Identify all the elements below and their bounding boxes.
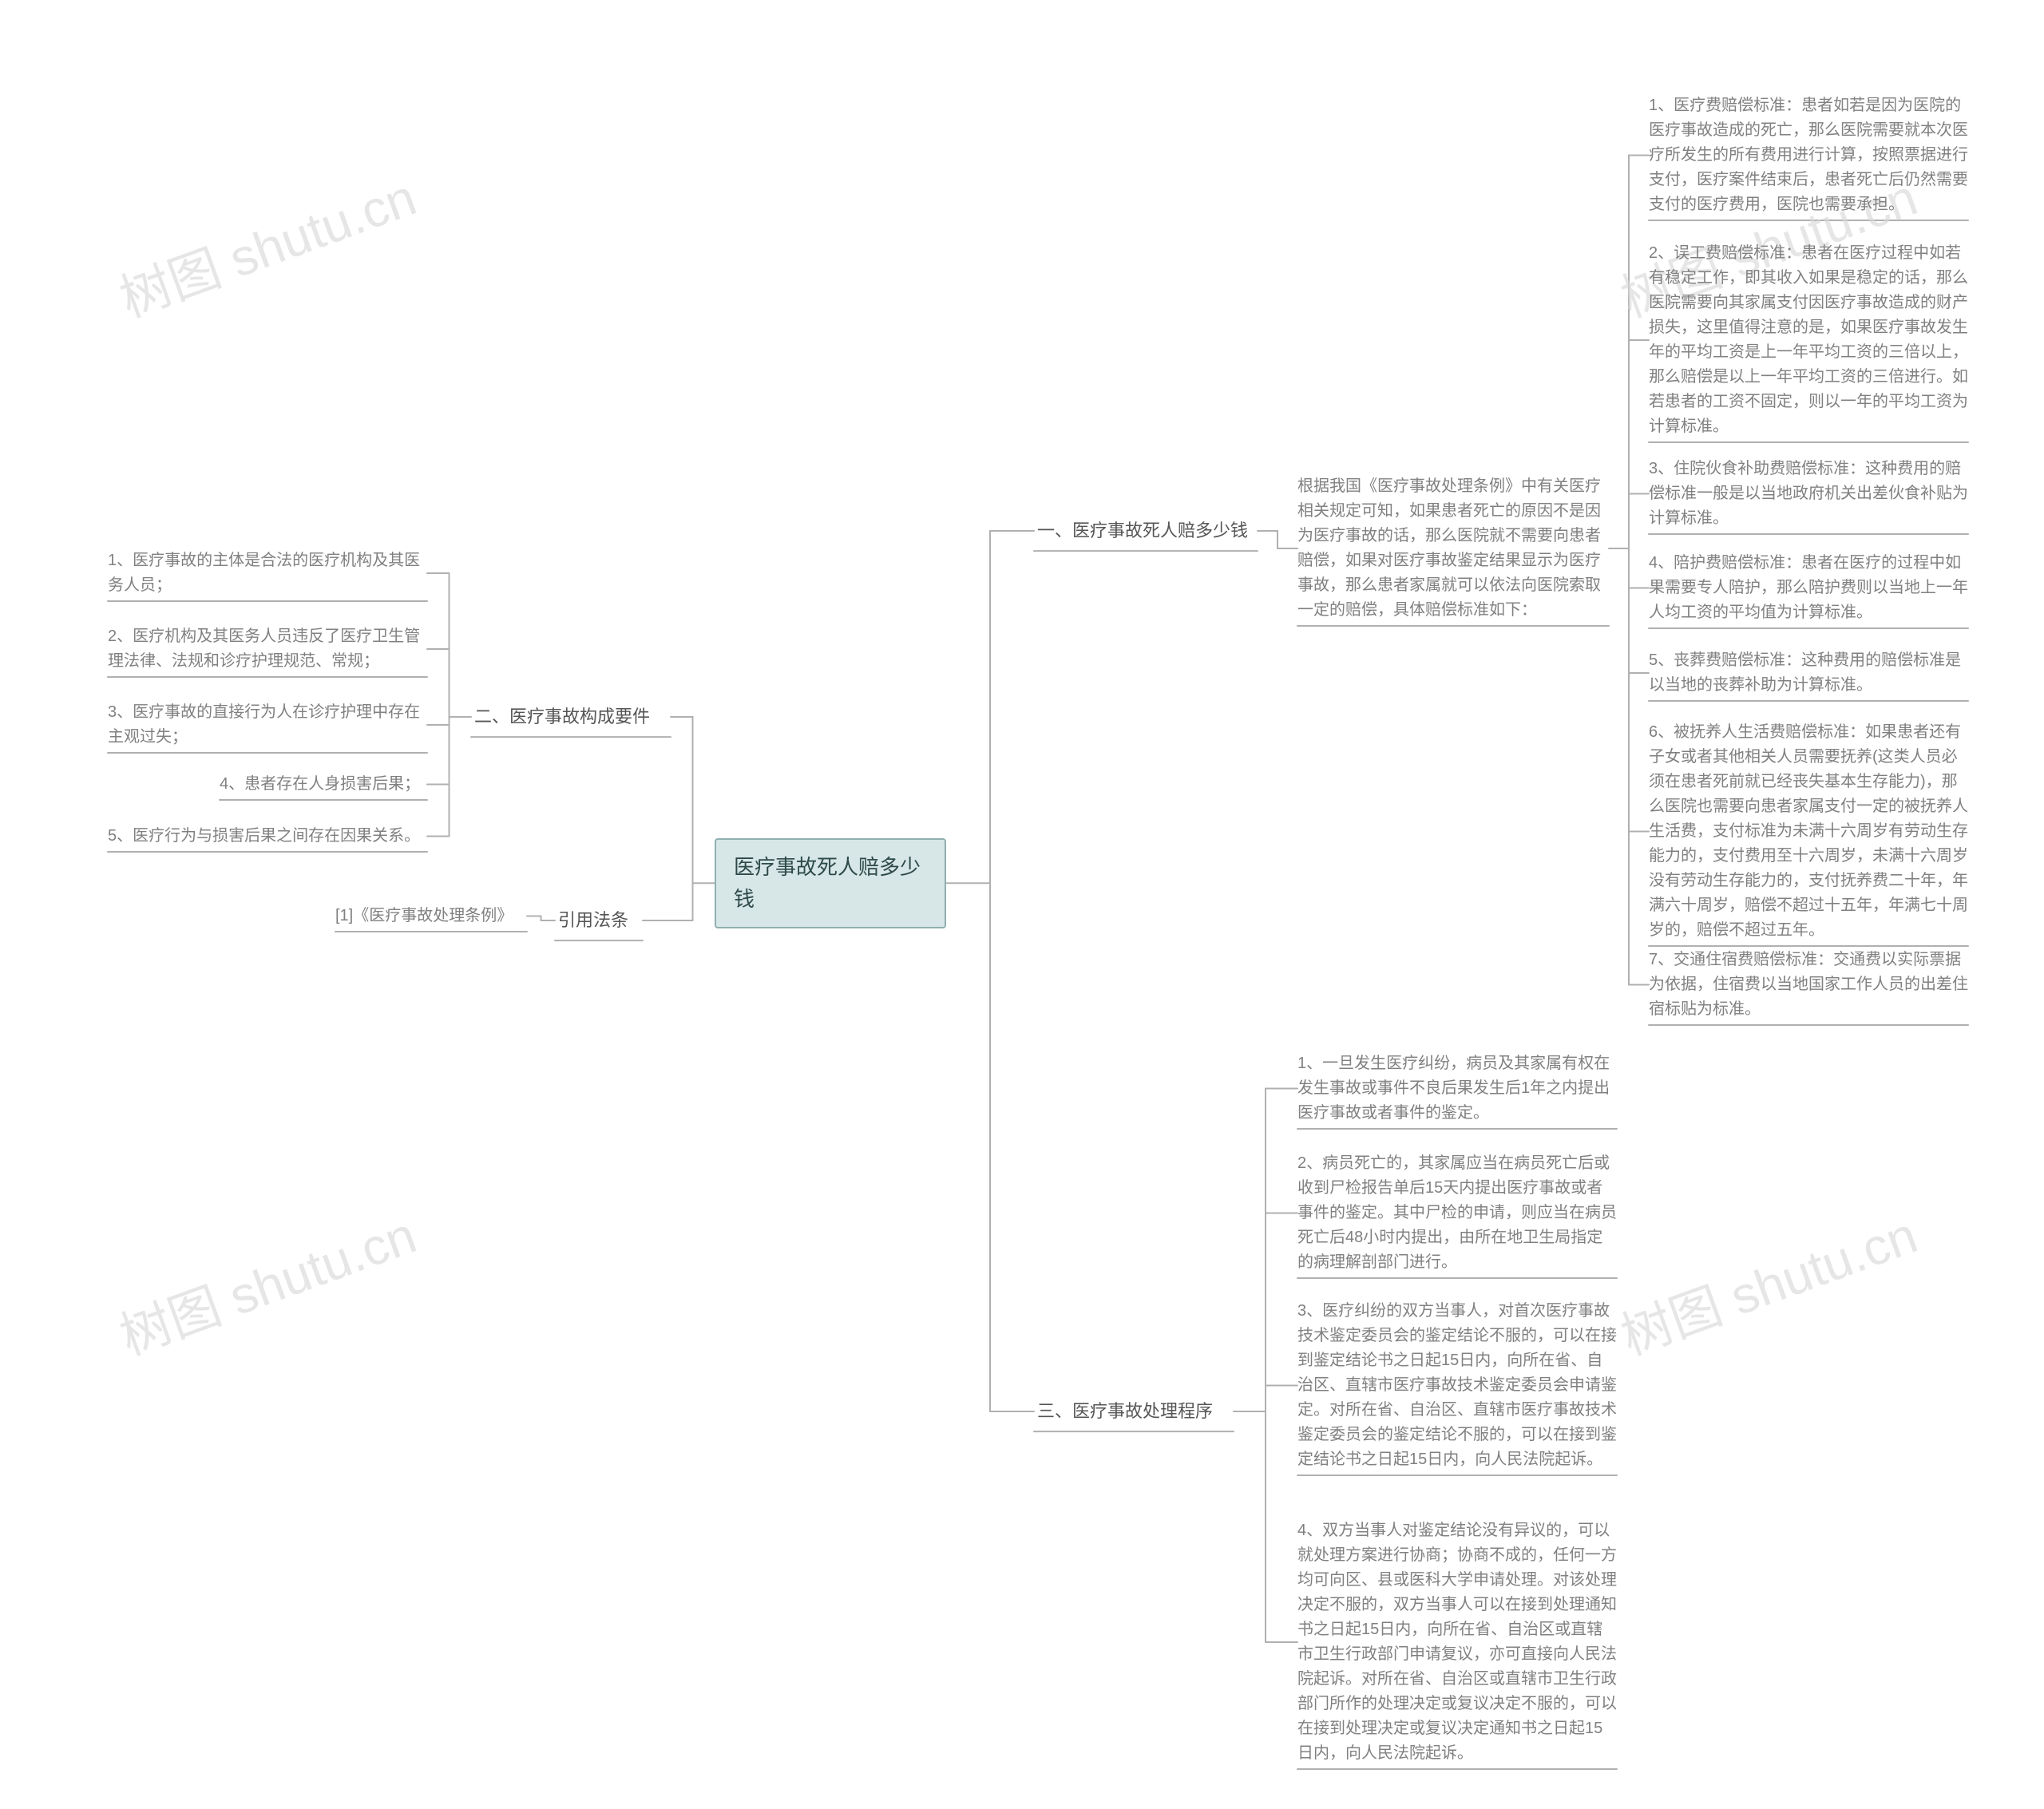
- leaf-lost-wage: 2、误工费赔偿标准：患者在医疗过程中如若有稳定工作，即其收入如果是稳定的话，那么…: [1649, 239, 1968, 441]
- leaf-elem-5: 5、医疗行为与损害后果之间存在因果关系。: [108, 822, 427, 850]
- leaf-proc-2: 2、病员死亡的，其家属应当在病员死亡后或收到尸检报告单后15天内提出医疗事故或者…: [1297, 1150, 1617, 1277]
- leaf-travel-fee: 7、交通住宿费赔偿标准：交通费以实际票据为依据，住宿费以当地国家工作人员的出差住…: [1649, 946, 1968, 1023]
- mindmap-canvas: 树图 shutu.cn 树图 shutu.cn 树图 shutu.cn 树图 s…: [0, 0, 2044, 1809]
- leaf-funeral-fee: 5、丧葬费赔偿标准：这种费用的赔偿标准是以当地的丧葬补助为计算标准。: [1649, 647, 1968, 699]
- leaf-proc-4: 4、双方当事人对鉴定结论没有异议的，可以就处理方案进行协商；协商不成的，任何一方…: [1297, 1517, 1617, 1767]
- leaf-dependent-fee: 6、被抚养人生活费赔偿标准：如果患者还有子女或者其他相关人员需要抚养(这类人员必…: [1649, 718, 1968, 944]
- branch-elements[interactable]: 二、医疗事故构成要件: [471, 699, 671, 735]
- leaf-elem-3: 3、医疗事故的直接行为人在诊疗护理中存在主观过失；: [108, 699, 427, 751]
- leaf-elem-4: 4、患者存在人身损害后果；: [220, 770, 427, 798]
- watermark: 树图 shutu.cn: [109, 1194, 425, 1369]
- leaf-proc-3: 3、医疗纠纷的双方当事人，对首次医疗事故技术鉴定委员会的鉴定结论不服的，可以在接…: [1297, 1297, 1617, 1474]
- leaf-meal-allowance: 3、住院伙食补助费赔偿标准：这种费用的赔偿标准一般是以当地政府机关出差伙食补贴为…: [1649, 455, 1968, 532]
- leaf-ref-1: [1]《医疗事故处理条例》: [335, 902, 527, 930]
- leaf-nursing-fee: 4、陪护费赔偿标准：患者在医疗的过程中如果需要专人陪护，那么陪护费则以当地上一年…: [1649, 549, 1968, 627]
- branch1-intro: 根据我国《医疗事故处理条例》中有关医疗相关规定可知，如果患者死亡的原因不是因为医…: [1297, 473, 1609, 624]
- branch-compensation-amount[interactable]: 一、医疗事故死人赔多少钱: [1034, 513, 1258, 549]
- leaf-elem-1: 1、医疗事故的主体是合法的医疗机构及其医务人员；: [108, 547, 427, 600]
- watermark: 树图 shutu.cn: [1610, 1194, 1926, 1369]
- branch-procedure[interactable]: 三、医疗事故处理程序: [1034, 1393, 1234, 1430]
- leaf-elem-2: 2、医疗机构及其医务人员违反了医疗卫生管理法律、法规和诊疗护理规范、常规；: [108, 623, 427, 675]
- leaf-proc-1: 1、一旦发生医疗纠纷，病员及其家属有权在发生事故或事件不良后果发生后1年之内提出…: [1297, 1050, 1617, 1127]
- watermark: 树图 shutu.cn: [109, 156, 425, 331]
- leaf-medical-fee: 1、医疗费赔偿标准：患者如若是因为医院的医疗事故造成的死亡，那么医院需要就本次医…: [1649, 92, 1968, 219]
- branch-references[interactable]: 引用法条: [555, 902, 643, 939]
- root-node[interactable]: 医疗事故死人赔多少钱: [715, 838, 946, 928]
